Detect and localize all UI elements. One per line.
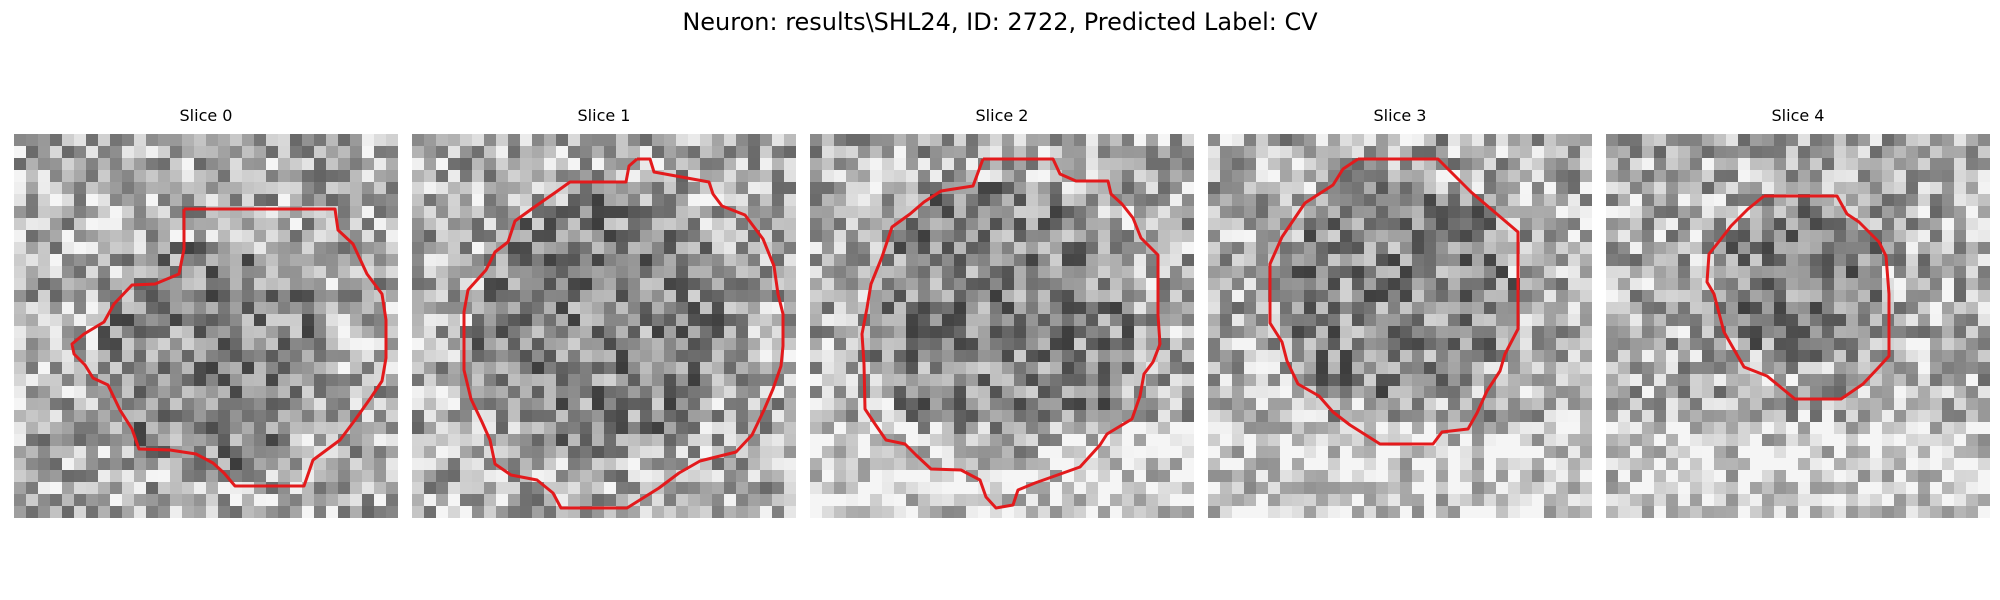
slice-title-2: Slice 2 <box>975 106 1029 125</box>
slice-title-0: Slice 0 <box>179 106 233 125</box>
slice-title-4: Slice 4 <box>1771 106 1825 125</box>
slice-title-1: Slice 1 <box>577 106 631 125</box>
contour-0 <box>70 207 388 488</box>
contour-2 <box>860 157 1162 510</box>
contour-1 <box>462 157 785 510</box>
figure-title: Neuron: results\SHL24, ID: 2722, Predict… <box>682 8 1318 36</box>
slice-image-3 <box>1208 134 1592 518</box>
contour-3 <box>1268 157 1520 446</box>
contour-4 <box>1705 194 1891 401</box>
slice-image-2 <box>810 134 1194 518</box>
slice-image-4 <box>1606 134 1990 518</box>
slice-image-0 <box>14 134 398 518</box>
slice-image-1 <box>412 134 796 518</box>
slice-title-3: Slice 3 <box>1373 106 1427 125</box>
